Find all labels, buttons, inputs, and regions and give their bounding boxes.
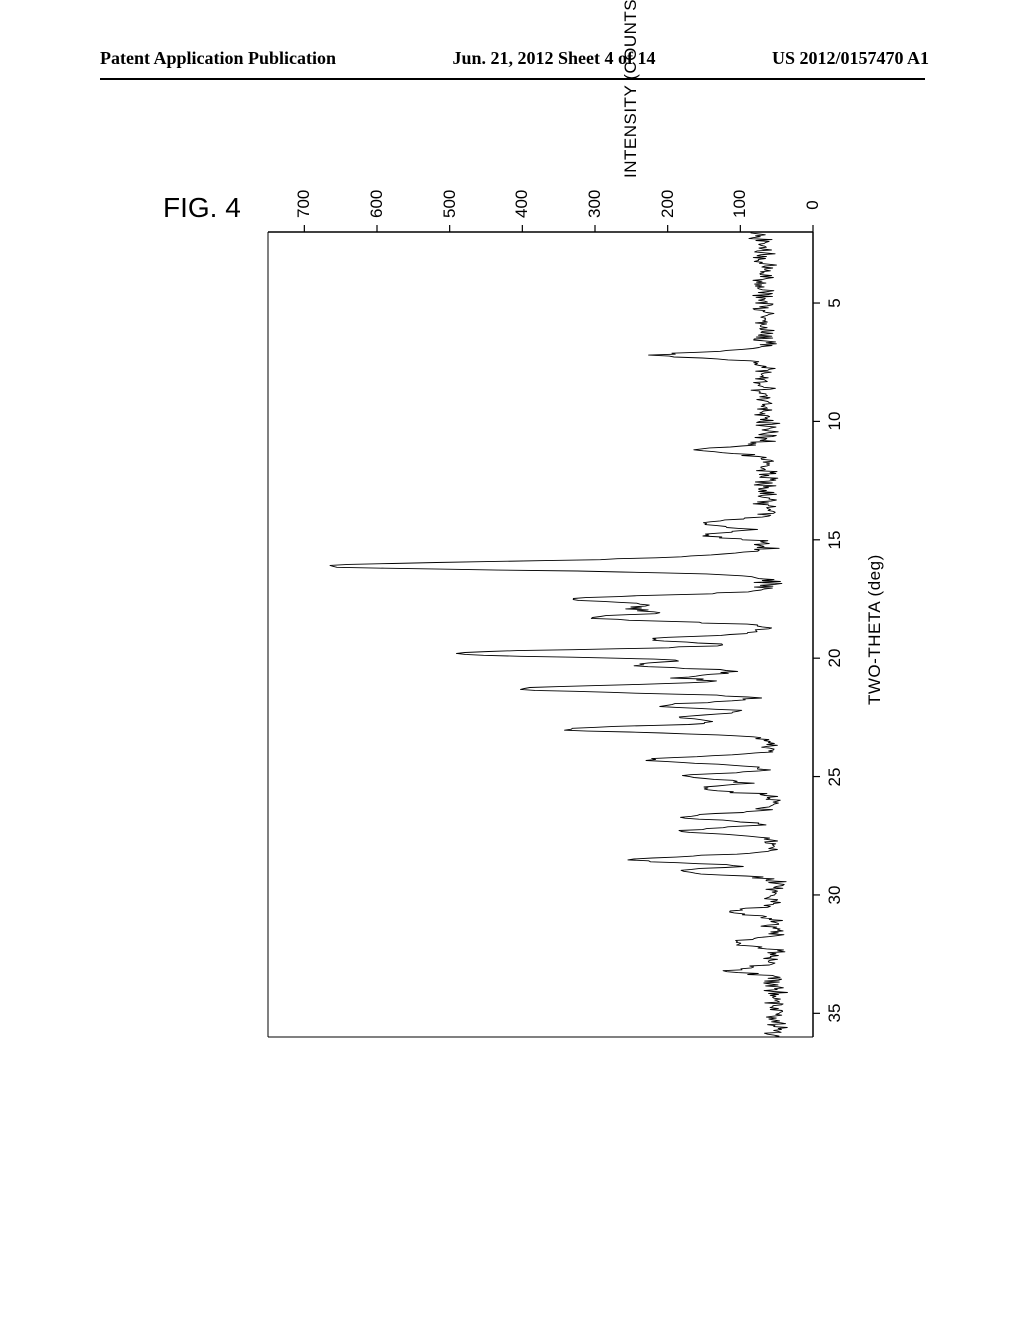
x-tick-label: 35 <box>825 1000 845 1026</box>
x-tick-label: 25 <box>825 764 845 790</box>
y-axis-label: INTENSITY (COUNTS) <box>621 0 641 178</box>
y-tick-label: 400 <box>512 192 532 218</box>
header-left: Patent Application Publication <box>100 48 336 69</box>
x-tick-label: 20 <box>825 645 845 671</box>
y-tick-label: 300 <box>585 192 605 218</box>
x-tick-label: 30 <box>825 882 845 908</box>
y-tick-label: 500 <box>440 192 460 218</box>
x-axis-label: TWO-THETA (deg) <box>865 554 885 705</box>
header-right: US 2012/0157470 A1 <box>772 48 929 69</box>
header-rule <box>100 78 925 80</box>
xrd-chart <box>208 214 828 1067</box>
x-tick-label: 15 <box>825 527 845 553</box>
x-tick-label: 10 <box>825 408 845 434</box>
y-tick-label: 0 <box>803 192 823 218</box>
y-tick-label: 200 <box>658 192 678 218</box>
y-tick-label: 100 <box>730 192 750 218</box>
x-tick-label: 5 <box>825 290 845 316</box>
page-header: Patent Application Publication Jun. 21, … <box>0 48 1024 69</box>
y-tick-label: 600 <box>367 192 387 218</box>
figure-4: FIG. 4 INTENSITY (COUNTS) TWO-THETA (deg… <box>163 192 843 1072</box>
y-tick-label: 700 <box>294 192 314 218</box>
